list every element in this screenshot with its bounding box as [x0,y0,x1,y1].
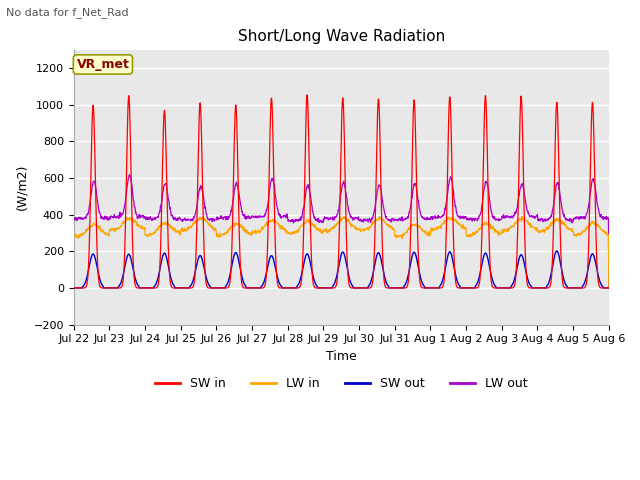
Text: VR_met: VR_met [76,58,129,71]
X-axis label: Time: Time [326,350,356,363]
Y-axis label: (W/m2): (W/m2) [15,164,28,210]
Text: No data for f_Net_Rad: No data for f_Net_Rad [6,7,129,18]
Legend: SW in, LW in, SW out, LW out: SW in, LW in, SW out, LW out [150,372,532,395]
Title: Short/Long Wave Radiation: Short/Long Wave Radiation [237,29,445,44]
